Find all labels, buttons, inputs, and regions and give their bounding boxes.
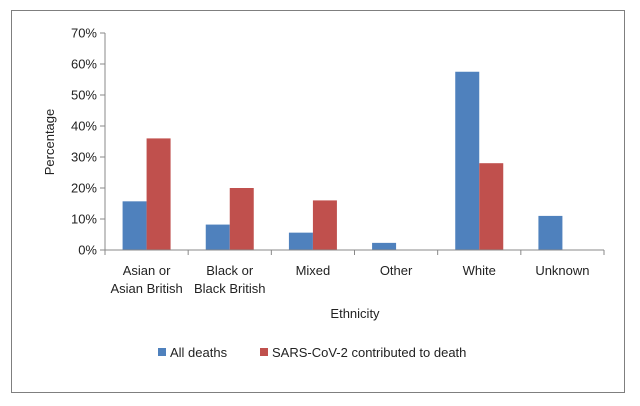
y-tick-label: 40%: [71, 119, 97, 134]
bar-all-deaths: [455, 71, 480, 250]
legend: All deaths SARS-CoV-2 contributed to dea…: [158, 345, 466, 360]
x-tick-label: Black or Black British: [194, 263, 266, 296]
bar-sars-cov-2: [229, 188, 254, 250]
legend-swatch-all-deaths: [158, 348, 166, 356]
axes: [104, 33, 604, 251]
legend-swatch-sars-cov-2: [260, 348, 268, 356]
bars: [122, 71, 563, 250]
y-tick-label: 10%: [71, 212, 97, 227]
y-tick-label: 0%: [78, 243, 97, 258]
legend-label-all-deaths: All deaths: [170, 345, 228, 360]
y-tick-label: 60%: [71, 57, 97, 72]
bar-sars-cov-2: [146, 138, 171, 250]
y-tick-label: 50%: [71, 88, 97, 103]
bar-all-deaths: [122, 201, 147, 250]
legend-label-sars-cov-2: SARS-CoV-2 contributed to death: [272, 345, 466, 360]
x-tick-label: Mixed: [296, 263, 331, 278]
bar-all-deaths: [205, 224, 230, 250]
x-tick-label: Asian or Asian British: [110, 263, 182, 296]
x-tick-label: White: [463, 263, 496, 278]
y-tick-label: 20%: [71, 181, 97, 196]
bar-all-deaths: [538, 215, 563, 250]
x-axis-ticks: Asian or Asian British Black or Black Briti…: [104, 250, 605, 296]
bar-sars-cov-2: [312, 200, 337, 250]
x-tick-label: Unknown: [535, 263, 589, 278]
x-axis-title: Ethnicity: [330, 306, 380, 321]
y-tick-label: 70%: [71, 26, 97, 41]
x-tick-label: Other: [380, 263, 413, 278]
y-axis-title: Percentage: [42, 109, 57, 176]
y-tick-label: 30%: [71, 150, 97, 165]
y-axis-ticks: 0% 10% 20% 30% 40% 50% 60% 70%: [71, 26, 105, 258]
bar-all-deaths: [372, 242, 397, 250]
bar-sars-cov-2: [479, 163, 504, 250]
bar-all-deaths: [288, 232, 313, 250]
